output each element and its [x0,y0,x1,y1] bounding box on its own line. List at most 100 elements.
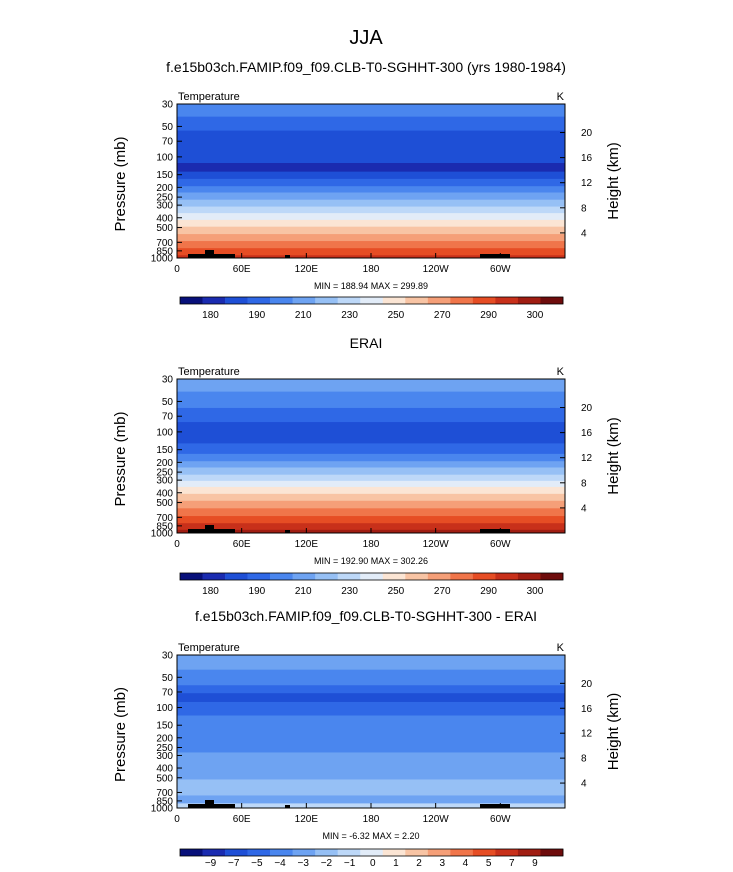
colorbar-label: 190 [249,586,266,597]
contour-band [177,500,565,509]
colorbar-swatch [472,573,496,580]
plot-area [177,655,565,808]
colorbar-label: 300 [527,586,544,597]
contour-band [177,192,565,201]
height-tick-label: 12 [581,729,593,740]
contour-band [177,752,565,781]
y-tick-label: 700 [156,513,173,524]
colorbar-swatch [337,573,361,580]
y-tick-label: 500 [156,498,173,509]
contour-band [177,493,565,502]
colorbar-label: 250 [388,310,405,321]
contour-band [177,116,565,132]
topography-block [480,254,510,258]
colorbar-swatch [517,849,541,856]
contour-band [177,715,565,754]
contour-band [177,523,565,531]
min-max-label: MIN = -6.32 MAX = 2.20 [322,831,419,841]
colorbar-label: −5 [251,858,263,869]
colorbar-swatch [247,573,271,580]
contour-band [177,474,565,482]
colorbar-swatch [202,573,226,580]
y2-axis-title: Height (km) [605,142,622,220]
height-tick-label: 12 [581,178,593,189]
y-tick-label: 70 [162,137,174,148]
y-tick-label: 200 [156,183,173,194]
colorbar-swatch [292,849,316,856]
contour-band [177,241,565,249]
contour-band [177,795,565,805]
variable-label: Temperature [178,366,240,378]
colorbar-swatch [202,297,226,304]
contour-band [177,453,565,462]
colorbar-label: 210 [295,586,312,597]
contour-band [177,701,565,717]
x-tick-label: 0 [174,539,180,550]
contour-band [177,693,565,703]
colorbar-swatch [180,297,203,304]
colorbar-swatch [247,297,271,304]
y-tick-label: 50 [162,122,174,133]
height-tick-label: 8 [581,754,587,765]
y-tick-label: 150 [156,721,173,732]
y-axis-title: Pressure (mb) [112,136,129,231]
contour-band [177,379,565,393]
x-tick-label: 60W [490,814,511,825]
topography-block [285,805,290,808]
colorbar-swatch [270,849,293,856]
topography-block [205,800,214,808]
y-tick-label: 250 [156,743,173,754]
colorbar-swatch [540,849,564,856]
y2-axis-title: Height (km) [605,693,622,771]
colorbar-label: −7 [228,858,240,869]
height-tick-label: 12 [581,453,593,464]
colorbar-label: 4 [463,858,469,869]
colorbar-swatch [495,573,519,580]
colorbar-swatch [202,849,226,856]
y-tick-label: 1000 [151,254,174,265]
colorbar-frame [179,572,564,581]
min-max-label: MIN = 188.94 MAX = 299.89 [314,281,428,291]
contour-band [177,234,565,242]
height-tick-label: 20 [581,403,593,414]
height-tick-label: 16 [581,428,593,439]
colorbar-swatch [405,297,429,304]
colorbar-swatch [225,573,248,580]
x-tick-label: 60E [233,814,251,825]
colorbar-label: 290 [480,310,497,321]
topography-block [480,804,510,808]
y-tick-label: 400 [156,213,173,224]
colorbar-label: 7 [509,858,515,869]
colorbar-swatch [450,849,474,856]
height-tick-label: 16 [581,704,593,715]
colorbar-swatch [427,849,451,856]
colorbar-swatch [517,297,541,304]
y-tick-label: 70 [162,412,174,423]
y-tick-label: 100 [156,427,173,438]
colorbar-label: −3 [298,858,310,869]
contour-band [177,685,565,694]
x-tick-label: 180 [363,264,380,275]
contour-band [177,669,565,686]
y-axis-title: Pressure (mb) [112,411,129,506]
colorbar-swatch [540,297,564,304]
contour-band [177,226,565,235]
y-tick-label: 400 [156,764,173,775]
colorbar-swatch [495,297,519,304]
x-tick-label: 0 [174,814,180,825]
y-tick-label: 150 [156,445,173,456]
x-tick-label: 0 [174,264,180,275]
colorbar-swatch [382,573,406,580]
y-tick-label: 30 [162,375,174,386]
panel-title: f.e15b03ch.FAMIP.f09_f09.CLB-T0-SGHHT-30… [166,59,566,75]
contour-band [177,486,565,495]
x-tick-label: 120W [423,539,450,550]
colorbar-swatch [427,573,451,580]
colorbar-swatch [450,573,474,580]
y-tick-label: 200 [156,733,173,744]
plot-area [177,104,565,258]
colorbar-swatch [360,297,384,304]
colorbar-swatch [180,573,203,580]
colorbar-swatch [337,297,361,304]
